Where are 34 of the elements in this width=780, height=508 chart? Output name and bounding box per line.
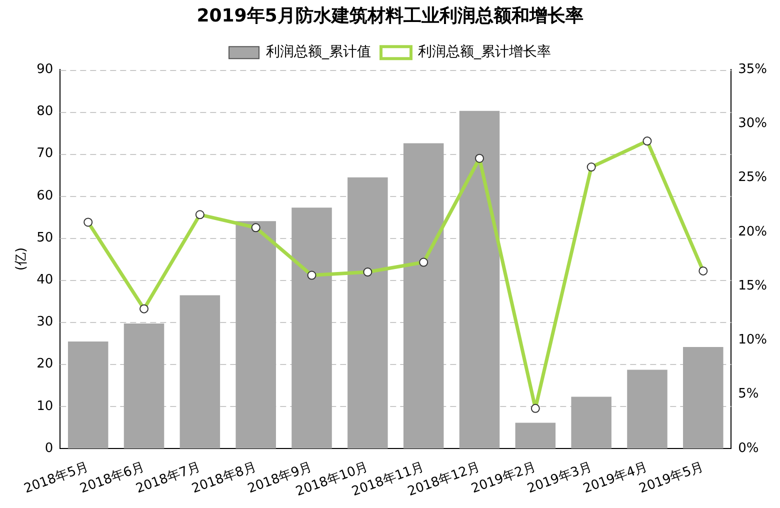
y2-tick-label: 5%	[738, 386, 759, 402]
bar	[124, 323, 164, 448]
y-tick-label: 70	[36, 146, 54, 162]
bar	[68, 342, 108, 448]
legend-label: 利润总额_累计值	[266, 44, 371, 60]
bar	[571, 396, 612, 448]
bar	[292, 208, 332, 448]
y2-tick-label: 0%	[738, 440, 759, 456]
y-tick-label: 10	[36, 398, 54, 414]
bar	[627, 370, 668, 448]
y2-tick-label: 10%	[738, 332, 768, 348]
y-tick-label: 20	[36, 356, 54, 372]
chart-title: 2019年5月防水建筑材料工业利润总额和增长率	[196, 5, 584, 26]
bar	[459, 110, 500, 448]
bar	[236, 221, 276, 448]
y-tick-label: 40	[36, 272, 54, 288]
y2-tick-label: 25%	[738, 170, 768, 186]
bar	[683, 347, 724, 448]
y-tick-label: 60	[36, 188, 54, 204]
y2-tick-label: 15%	[738, 278, 768, 294]
y-tick-label: 50	[36, 230, 54, 246]
y-tick-label: 0	[44, 440, 54, 456]
y2-tick-label: 35%	[738, 62, 768, 77]
y2-tick-label: 20%	[738, 224, 768, 240]
y-axis-title: (亿)	[14, 247, 30, 271]
bar	[348, 177, 388, 448]
y-tick-label: 90	[36, 62, 54, 77]
y-tick-label: 80	[36, 104, 54, 120]
bar	[515, 422, 556, 448]
y2-tick-label: 30%	[738, 116, 768, 132]
y-tick-label: 30	[36, 314, 54, 330]
bar	[403, 143, 444, 448]
legend-label: 利润总额_累计增长率	[418, 44, 551, 60]
bar	[180, 295, 220, 448]
